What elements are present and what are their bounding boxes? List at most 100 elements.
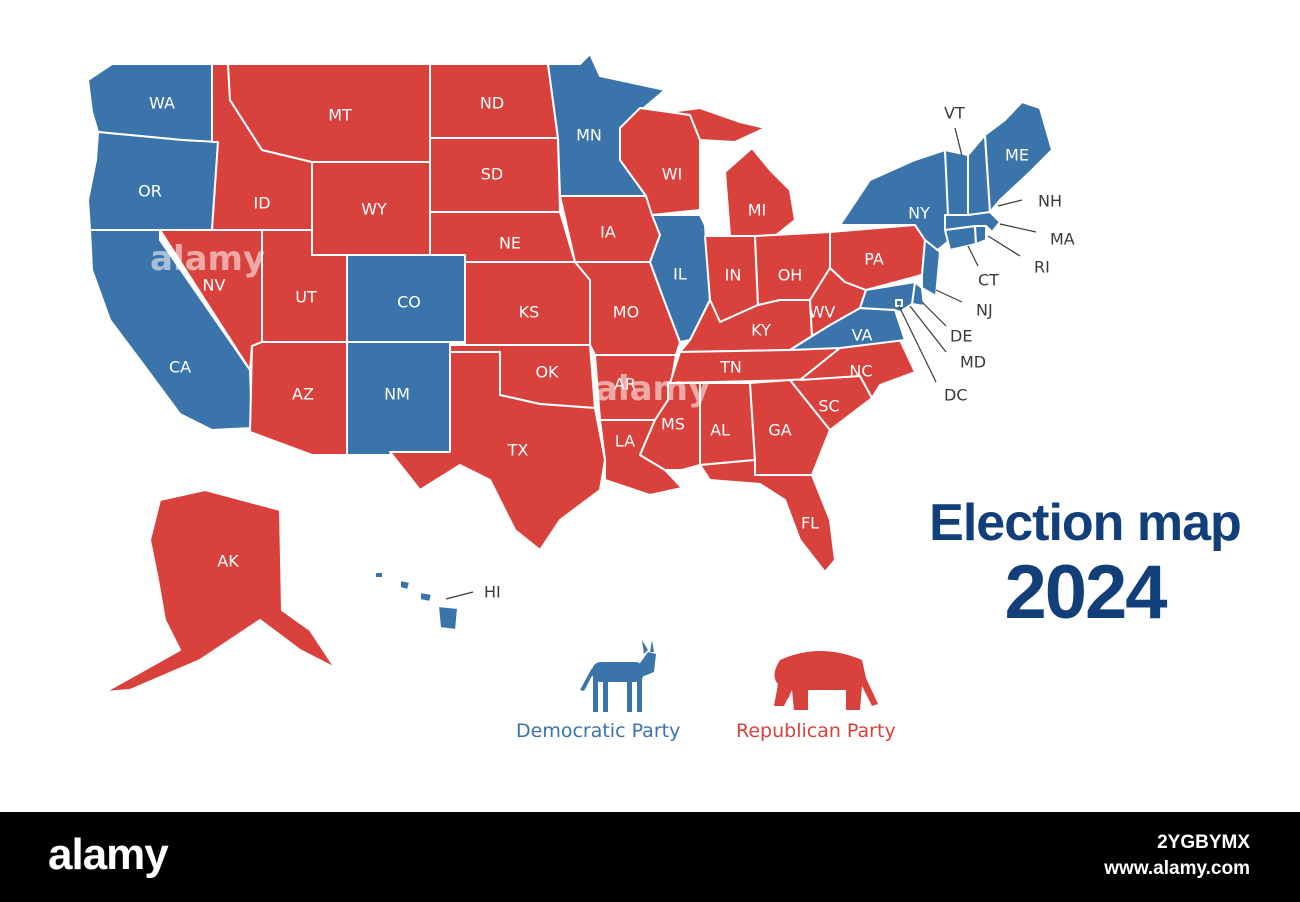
state-label-oh: OH [778,266,803,285]
state-wi [619,107,701,216]
state-label-ms: MS [661,415,685,434]
leader-line-nj [935,289,963,303]
state-hi-3 [419,591,433,603]
state-label-ok: OK [535,363,559,382]
state-label-nm: NM [384,385,410,404]
state-label-ky: KY [751,321,771,340]
state-label-ri: RI [1034,258,1050,277]
leader-line-ct [967,245,979,267]
state-ri [974,225,987,245]
leader-line-nh [997,199,1023,207]
state-label-ar: AR [614,375,636,394]
state-label-il: IL [673,265,687,284]
elephant-icon [774,651,878,710]
state-label-mo: MO [613,303,639,322]
leader-line-md [909,305,947,353]
state-ak [104,489,336,693]
state-label-ny: NY [908,204,930,223]
state-label-al: AL [710,421,730,440]
state-label-mn: MN [576,126,602,145]
us-election-map: alamy alamy WA OR CA NV ID MT WY UT AZ C… [87,53,1075,712]
map-title: Election map 2024 [920,492,1250,632]
state-label-dc: DC [944,386,968,405]
leader-lines [445,127,1037,600]
state-label-nv: NV [203,276,226,295]
state-vt [944,149,969,216]
state-ca [89,229,253,431]
state-label-la: LA [615,432,635,451]
state-labels: WA OR CA NV ID MT WY UT AZ CO NM ND SD N… [138,94,1029,571]
state-label-nd: ND [480,94,504,113]
state-label-ak: AK [217,552,239,571]
state-label-ia: IA [600,223,616,242]
state-label-wy: WY [361,200,387,219]
title-line-1: Election map [929,494,1242,552]
state-hi-2 [399,579,411,591]
footer-image-id: 2YGBYMX [1157,832,1250,853]
state-mi [724,147,796,237]
state-label-sd: SD [481,165,503,184]
leader-line-dc [898,305,937,383]
state-label-tx: TX [507,441,529,460]
state-label-hi: HI [484,583,501,602]
state-label-co: CO [397,293,421,312]
state-label-wa: WA [149,94,175,113]
state-il [649,214,711,343]
watermark-text: alamy [150,239,265,279]
state-label-pa: PA [864,250,884,269]
state-label-ma: MA [1050,230,1075,249]
state-label-ut: UT [295,288,317,307]
state-labels-outside: VT NH MA RI CT NJ DE MD DC HI [484,104,1075,602]
state-label-wv: WV [809,303,836,322]
state-label-or: OR [138,182,162,201]
state-label-ne: NE [499,234,521,253]
state-label-id: ID [253,194,270,213]
state-label-md: MD [960,353,986,372]
footer-logo: alamy [48,830,169,879]
legend-republican-label: Republican Party [736,720,896,742]
state-mi-upper [669,107,766,143]
state-label-de: DE [950,327,972,346]
state-fl [699,459,836,573]
state-label-ga: GA [768,421,791,440]
footer-site: www.alamy.com [1104,858,1250,879]
leader-line-hi [445,591,474,600]
state-label-mi: MI [748,201,767,220]
state-label-me: ME [1005,146,1029,165]
state-label-nh: NH [1038,192,1062,211]
state-nj [921,239,941,297]
state-label-ca: CA [169,358,191,377]
state-label-wi: WI [662,165,683,184]
footer-bar: alamy 2YGBYMX www.alamy.com [0,812,1300,902]
state-label-ks: KS [519,303,540,322]
state-label-mt: MT [328,106,352,125]
state-label-va: VA [852,326,873,345]
state-label-nc: NC [849,362,872,381]
states-layer [87,53,1053,693]
state-label-nj: NJ [976,301,993,320]
state-me [984,101,1053,213]
donkey-icon [580,640,656,712]
state-label-sc: SC [818,397,839,416]
state-tx [389,351,606,551]
state-ma [944,211,1001,233]
watermark-text: alamy [595,369,710,409]
state-hi-4 [437,605,459,631]
watermark-layer: alamy alamy [150,239,710,409]
state-label-ct: CT [978,271,999,290]
legend-democratic-label: Democratic Party [516,720,681,742]
leader-line-ri [987,235,1021,257]
footer-image-info: 2YGBYMX www.alamy.com [1104,830,1250,882]
state-hi-1 [374,571,384,579]
state-label-vt: VT [944,104,965,123]
state-label-fl: FL [801,514,819,533]
state-label-tn: TN [719,358,742,377]
state-label-in: IN [725,266,742,285]
leader-line-de [921,301,947,327]
leader-line-vt [954,127,963,157]
map-canvas: alamy alamy WA OR CA NV ID MT WY UT AZ C… [87,53,1075,712]
state-dc [895,299,903,307]
title-year: 2024 [1004,550,1167,635]
leader-line-ma [999,223,1037,233]
state-label-az: AZ [292,385,314,404]
